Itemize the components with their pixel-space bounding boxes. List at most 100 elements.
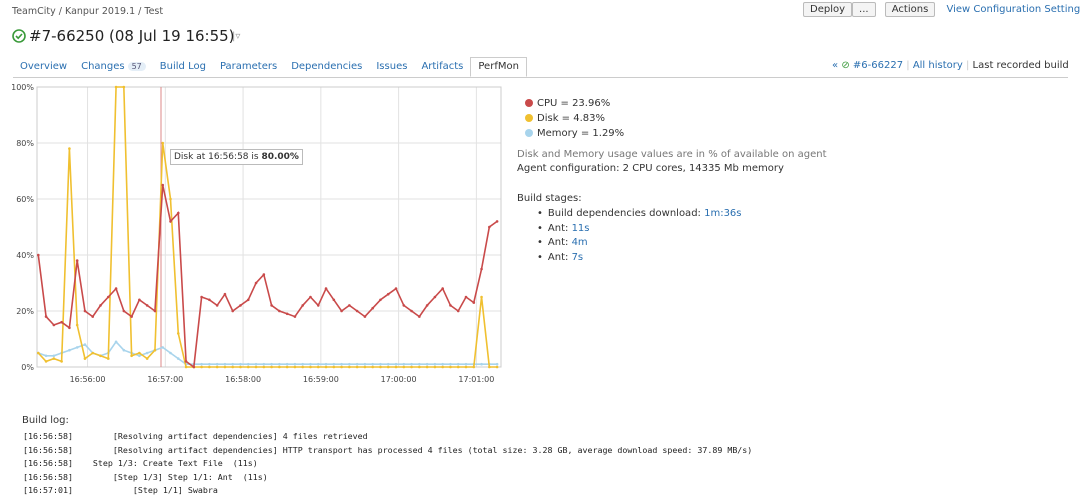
point bbox=[363, 315, 367, 318]
point bbox=[472, 301, 476, 304]
stage-duration[interactable]: 7s bbox=[571, 252, 584, 264]
point bbox=[68, 147, 71, 150]
point bbox=[161, 183, 165, 187]
point bbox=[309, 295, 312, 299]
point bbox=[425, 362, 429, 366]
point bbox=[425, 365, 429, 369]
log-line: [16:56:58] [Resolving artifact dependenc… bbox=[23, 445, 752, 455]
log-line: [16:56:58] Step 1/3: Create Text File (1… bbox=[23, 458, 258, 468]
log-line: [16:56:58] [Step 1/3] Step 1/1: Ant (11s… bbox=[23, 472, 268, 482]
y-tick-label: 100% bbox=[11, 83, 34, 92]
point bbox=[223, 362, 227, 366]
point bbox=[464, 365, 468, 369]
point bbox=[301, 304, 304, 307]
tab[interactable]: Dependencies bbox=[284, 58, 369, 76]
point bbox=[176, 357, 180, 360]
y-tick-label: 20% bbox=[16, 307, 34, 316]
point bbox=[433, 365, 437, 369]
prev-arrow[interactable]: « bbox=[832, 60, 839, 71]
point bbox=[371, 306, 374, 310]
tab[interactable]: Overview bbox=[13, 58, 74, 76]
point bbox=[138, 351, 141, 355]
point bbox=[239, 304, 242, 307]
tab-label: PerfMon bbox=[478, 61, 519, 72]
point bbox=[83, 309, 87, 313]
point bbox=[340, 365, 343, 369]
point bbox=[231, 365, 235, 369]
log-time: [16:57:01] bbox=[23, 485, 73, 495]
point bbox=[114, 85, 118, 89]
point bbox=[254, 362, 258, 366]
actions-button[interactable]: Actions bbox=[884, 2, 936, 17]
point bbox=[270, 365, 273, 369]
history-link[interactable]: All history bbox=[912, 60, 963, 71]
point bbox=[239, 365, 242, 369]
settings-link[interactable]: View Configuration Settings bbox=[946, 4, 1080, 15]
deploy-button[interactable]: Deploy bbox=[803, 2, 853, 17]
tab[interactable]: Changes 57 bbox=[74, 58, 153, 76]
point bbox=[340, 362, 343, 366]
point bbox=[44, 360, 48, 363]
log-time: [16:56:58] bbox=[23, 444, 73, 455]
point bbox=[215, 304, 219, 307]
stage-duration[interactable]: 4m bbox=[571, 237, 588, 249]
point bbox=[371, 365, 374, 369]
tab-label: Build Log bbox=[159, 61, 206, 72]
tab[interactable]: Artifacts bbox=[414, 58, 470, 76]
prev-build[interactable]: #6-66227 bbox=[852, 60, 904, 71]
legend-label: CPU = 23.96% bbox=[537, 98, 611, 109]
y-tick-label: 40% bbox=[16, 251, 34, 260]
point bbox=[68, 348, 71, 352]
point bbox=[246, 362, 250, 366]
more-button[interactable]: ... bbox=[852, 2, 876, 17]
legend-swatch bbox=[525, 129, 533, 137]
crumb[interactable]: Test bbox=[144, 6, 164, 17]
stages-title: Build stages: bbox=[517, 193, 582, 204]
point bbox=[176, 211, 180, 215]
point bbox=[418, 362, 421, 366]
title-dropdown[interactable]: |▿ bbox=[232, 31, 241, 42]
point bbox=[52, 354, 56, 358]
point bbox=[208, 298, 211, 302]
point bbox=[36, 253, 40, 257]
point bbox=[456, 309, 460, 313]
point bbox=[410, 362, 413, 366]
point bbox=[324, 287, 328, 290]
point bbox=[309, 362, 312, 366]
stage-bullet: • bbox=[537, 252, 543, 264]
point bbox=[68, 326, 71, 330]
point bbox=[169, 220, 172, 223]
point bbox=[348, 365, 351, 369]
point bbox=[379, 365, 382, 369]
point bbox=[332, 298, 336, 302]
point bbox=[464, 362, 468, 366]
point bbox=[449, 362, 452, 366]
stage-duration[interactable]: 11s bbox=[571, 222, 590, 234]
point bbox=[223, 292, 227, 296]
point bbox=[278, 309, 281, 313]
point bbox=[36, 351, 40, 355]
log-time: [16:56:58] bbox=[23, 458, 73, 468]
crumb[interactable]: TeamCity bbox=[12, 6, 56, 17]
stage: • Build dependencies download: 1m:36s bbox=[537, 207, 742, 222]
tab[interactable]: PerfMon bbox=[470, 57, 527, 77]
stage: • Ant: 11s bbox=[537, 222, 742, 237]
tab[interactable]: Parameters bbox=[213, 58, 284, 76]
stage-duration[interactable]: 1m:36s bbox=[704, 208, 742, 219]
point bbox=[176, 332, 180, 335]
crumb[interactable]: Kanpur 2019.1 bbox=[65, 6, 136, 17]
point bbox=[495, 362, 499, 366]
point bbox=[270, 362, 273, 366]
breadcrumb: TeamCity / Kanpur 2019.1 / Test bbox=[12, 6, 163, 17]
point bbox=[44, 354, 48, 358]
point bbox=[371, 362, 374, 366]
point bbox=[363, 362, 367, 366]
legend-entry: Disk = 4.83% bbox=[525, 111, 624, 126]
point bbox=[386, 362, 390, 366]
point bbox=[464, 295, 468, 299]
tab[interactable]: Issues bbox=[369, 58, 414, 76]
tab[interactable]: Build Log bbox=[153, 58, 213, 76]
point bbox=[184, 365, 188, 369]
point bbox=[161, 346, 165, 349]
